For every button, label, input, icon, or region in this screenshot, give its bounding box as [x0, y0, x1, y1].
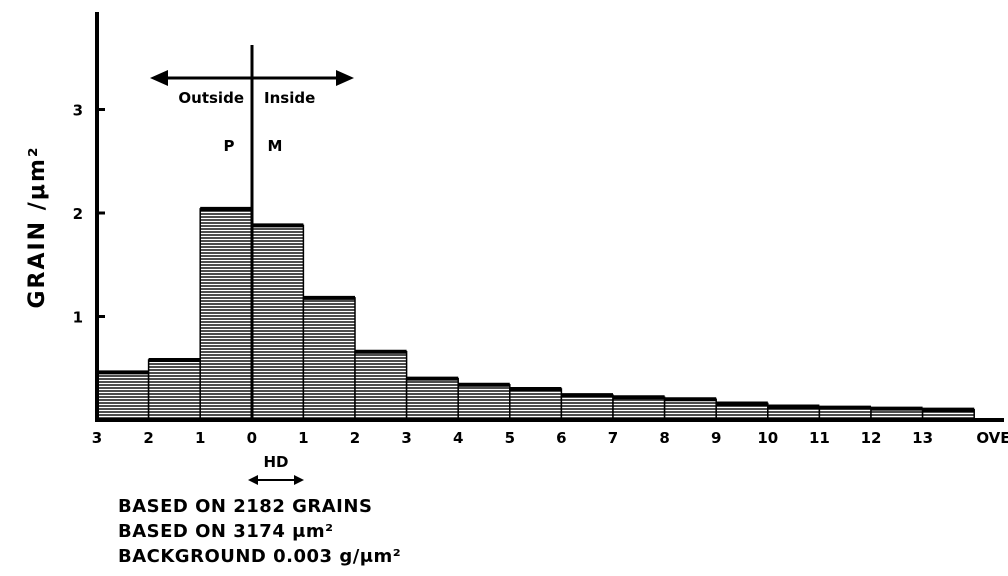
bar-7 [457, 384, 511, 421]
x-tick-labels: 321012345678910111213OVER [92, 429, 1008, 447]
bar-0 [96, 371, 150, 421]
bar-10 [612, 396, 666, 421]
x-tick-label: 7 [608, 429, 618, 447]
x-tick-label: 5 [505, 429, 515, 447]
bar-6 [405, 377, 459, 421]
x-tick-label: 2 [350, 429, 360, 447]
p-label: P [224, 137, 235, 155]
hd-label: HD [263, 453, 288, 471]
x-tick-label: 6 [556, 429, 566, 447]
x-tick-label: 13 [912, 429, 933, 447]
note-grains: BASED ON 2182 GRAINS [118, 496, 373, 517]
bar-2 [199, 208, 253, 421]
x-tick-label: 2 [143, 429, 153, 447]
x-tick-label: OVER [976, 429, 1008, 447]
x-tick-label: 1 [298, 429, 308, 447]
y-tick-label: 2 [73, 205, 83, 223]
inside-label: Inside [264, 89, 315, 107]
y-tick-label: 3 [73, 102, 83, 120]
bars-group [96, 206, 975, 421]
outside-label: Outside [178, 89, 244, 107]
bar-12 [715, 402, 769, 421]
note-background: BACKGROUND 0.003 g/μm² [118, 546, 402, 567]
x-tick-label: 12 [861, 429, 882, 447]
x-tick-label: 10 [757, 429, 778, 447]
notes-block: BASED ON 2182 GRAINS BASED ON 3174 μm² B… [118, 494, 401, 569]
hd-arrow [248, 475, 304, 485]
bar-1 [147, 359, 201, 421]
bar-13 [767, 405, 821, 421]
bar-3 [251, 224, 305, 421]
y-axis-label: GRAIN /μm² [25, 145, 50, 308]
y-tick-label: 1 [73, 309, 83, 327]
bar-9 [560, 394, 614, 421]
x-tick-label: 8 [659, 429, 669, 447]
bar-8 [509, 388, 563, 421]
x-tick-label: 11 [809, 429, 830, 447]
x-tick-label: 1 [195, 429, 205, 447]
x-tick-label: 3 [92, 429, 102, 447]
bar-5 [354, 350, 408, 421]
x-tick-label: 4 [453, 429, 463, 447]
bar-4 [302, 297, 356, 421]
bar-11 [663, 398, 717, 421]
outside-inside-arrow [150, 70, 354, 86]
m-label: M [268, 137, 283, 155]
x-tick-label: 0 [247, 429, 257, 447]
x-tick-label: 3 [401, 429, 411, 447]
x-tick-label: 9 [711, 429, 721, 447]
note-area: BASED ON 3174 μm² [118, 521, 334, 542]
y-tick-labels: 1 2 3 [73, 102, 105, 327]
